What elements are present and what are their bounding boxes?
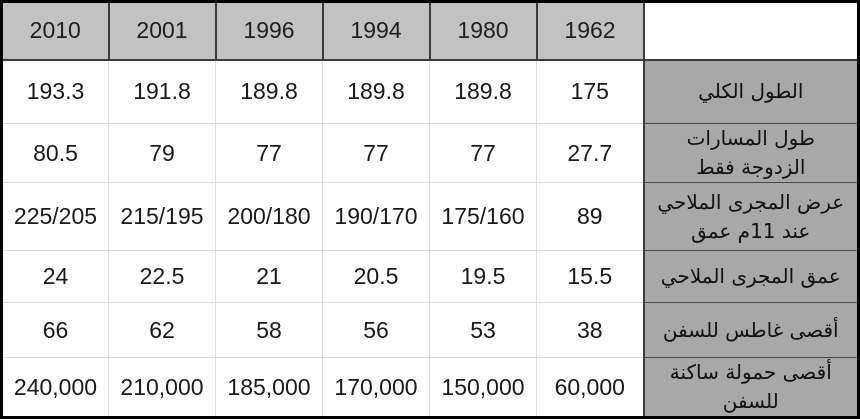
data-cell: 62	[108, 302, 216, 358]
data-cell: 193.3	[1, 59, 109, 124]
year-header: 1962	[536, 1, 645, 61]
data-cell: 191.8	[108, 59, 216, 124]
table-row: 240,000 210,000 185,000 170,000 150,000 …	[1, 357, 859, 418]
data-cell: 80.5	[1, 123, 109, 183]
data-cell: 190/170	[322, 182, 430, 251]
year-header: 1994	[322, 1, 431, 61]
table-row: 24 22.5 21 20.5 19.5 15.5 عمق المجرى الم…	[1, 250, 859, 303]
data-cell: 240,000	[1, 357, 109, 418]
data-cell: 210,000	[108, 357, 216, 418]
row-label: الطول الكلي	[642, 59, 859, 124]
data-cell: 189.8	[215, 59, 323, 124]
data-cell: 189.8	[429, 59, 537, 124]
data-cell: 170,000	[322, 357, 430, 418]
row-label: أقصى غاطس للسفن	[642, 302, 859, 358]
data-cell: 150,000	[429, 357, 537, 418]
year-header: 1980	[429, 1, 538, 61]
table-row: 225/205 215/195 200/180 190/170 175/160 …	[1, 182, 859, 251]
row-label: أقصى حمولة ساكنة للسفن	[642, 357, 859, 418]
data-cell: 27.7	[536, 123, 644, 183]
data-cell: 175/160	[429, 182, 537, 251]
year-header: 2010	[1, 1, 110, 61]
data-cell: 200/180	[215, 182, 323, 251]
year-header: 2001	[108, 1, 217, 61]
table-row: 193.3 191.8 189.8 189.8 189.8 175 الطول …	[1, 59, 859, 124]
data-cell: 38	[536, 302, 644, 358]
data-cell: 77	[322, 123, 430, 183]
data-cell: 60,000	[536, 357, 644, 418]
row-label: عمق المجرى الملاحي	[642, 250, 859, 303]
corner-cell	[642, 1, 859, 61]
row-label: طول المسارات الزدوجة فقط	[642, 123, 859, 183]
data-cell: 185,000	[215, 357, 323, 418]
data-cell: 53	[429, 302, 537, 358]
data-cell: 77	[215, 123, 323, 183]
data-cell: 20.5	[322, 250, 430, 303]
data-cell: 189.8	[322, 59, 430, 124]
data-cell: 66	[1, 302, 109, 358]
table-row: 80.5 79 77 77 77 27.7 طول المسارات الزدو…	[1, 123, 859, 183]
year-header: 1996	[215, 1, 324, 61]
table-row: 66 62 58 56 53 38 أقصى غاطس للسفن	[1, 302, 859, 358]
data-cell: 22.5	[108, 250, 216, 303]
year-header-row: 2010 2001 1996 1994 1980 1962	[1, 1, 859, 61]
data-cell: 175	[536, 59, 644, 124]
data-cell: 89	[536, 182, 644, 251]
data-cell: 21	[215, 250, 323, 303]
data-cell: 24	[1, 250, 109, 303]
data-cell: 215/195	[108, 182, 216, 251]
data-cell: 19.5	[429, 250, 537, 303]
data-cell: 15.5	[536, 250, 644, 303]
data-cell: 77	[429, 123, 537, 183]
data-cell: 225/205	[1, 182, 109, 251]
data-cell: 79	[108, 123, 216, 183]
row-label: عرض المجرى الملاحي عند 11م عمق	[642, 182, 859, 251]
data-cell: 58	[215, 302, 323, 358]
data-cell: 56	[322, 302, 430, 358]
